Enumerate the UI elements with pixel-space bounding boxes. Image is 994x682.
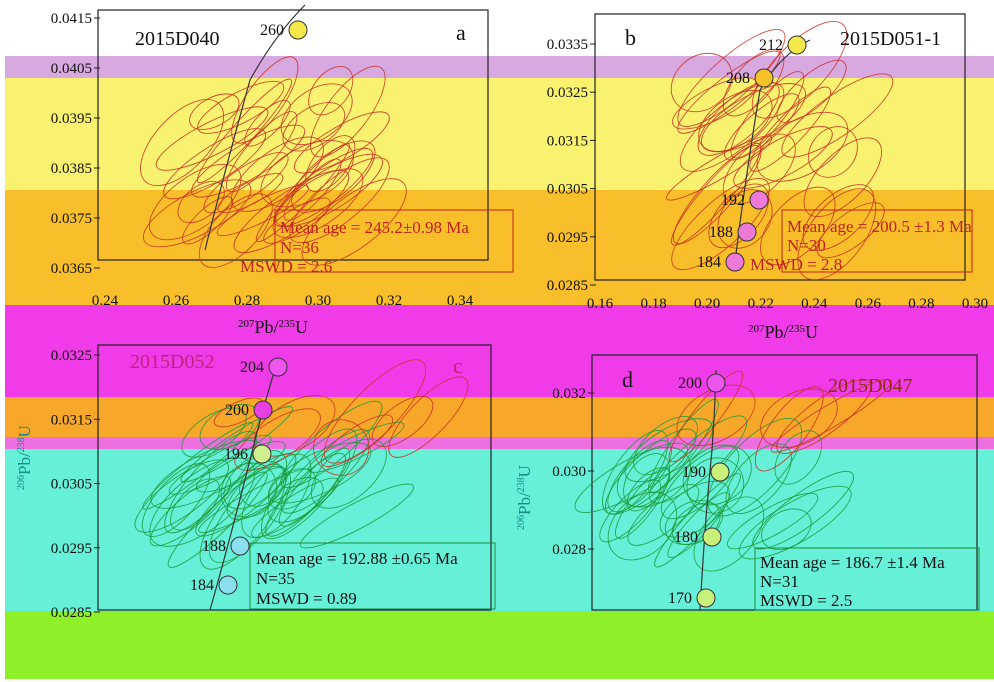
y-tick-b-1: 0.0325 [547, 85, 588, 101]
panel-letter-a: a [456, 20, 466, 45]
y-tick-c-4: 0.0285 [51, 605, 92, 621]
concordia-age-label-d-190: 190 [682, 464, 706, 481]
y-tick-c-3: 0.0295 [51, 541, 92, 557]
mean-age-a: Mean age = 245.2±0.98 Ma [280, 218, 469, 237]
concordia-point-c-196 [253, 445, 271, 463]
concordia-age-label-a-260: 260 [260, 22, 284, 39]
sample-name-a: 2015D040 [135, 28, 219, 50]
mswd-b: MSWD = 2.8 [750, 255, 842, 274]
x-tick-b-4: 0.24 [801, 296, 828, 312]
concordia-point-b-184 [726, 253, 744, 271]
y-tick-a-3: 0.0385 [51, 161, 92, 177]
concordia-age-label-b-208: 208 [726, 70, 750, 87]
x-tick-b-2: 0.20 [694, 296, 720, 312]
y-tick-a-1: 0.0405 [51, 61, 92, 77]
concordia-point-b-188 [738, 223, 756, 241]
n-c: N=35 [256, 569, 295, 588]
band-pink [5, 437, 994, 449]
concordia-age-label-d-200: 200 [678, 375, 702, 392]
concordia-point-d-200 [707, 374, 725, 392]
concordia-age-label-d-170: 170 [668, 590, 692, 607]
band-lime [5, 611, 994, 679]
concordia-age-label-c-188: 188 [202, 538, 226, 555]
band-orange-top [5, 190, 994, 305]
sample-name-c: 2015D052 [130, 351, 214, 373]
y-tick-a-2: 0.0395 [51, 111, 92, 127]
concordia-point-b-192 [750, 191, 768, 209]
y-tick-a-0: 0.0415 [51, 11, 92, 27]
concordia-point-c-200 [254, 401, 272, 419]
x-tick-a-3: 0.30 [305, 293, 331, 309]
concordia-age-label-c-196: 196 [224, 446, 248, 463]
y-tick-a-5: 0.0365 [51, 261, 92, 277]
x-tick-b-5: 0.26 [855, 296, 882, 312]
concordia-age-label-b-184: 184 [697, 254, 721, 271]
concordia-point-a-260 [289, 21, 307, 39]
panel-letter-d: d [622, 367, 633, 392]
concordia-point-b-212 [788, 36, 806, 54]
y-tick-b-3: 0.0305 [547, 182, 588, 198]
x-tick-b-6: 0.28 [908, 296, 934, 312]
x-tick-b-1: 0.18 [640, 296, 666, 312]
y-tick-b-4: 0.0295 [547, 230, 588, 246]
band-orange-mid [5, 397, 994, 437]
concordia-point-d-170 [697, 589, 715, 607]
y-tick-c-2: 0.0305 [51, 477, 92, 493]
mswd-a: MSWD = 2.6 [240, 257, 332, 276]
y-tick-b-2: 0.0315 [547, 133, 588, 149]
concordia-point-d-180 [703, 528, 721, 546]
band-lavender [5, 56, 994, 78]
panel-letter-b: b [625, 25, 636, 50]
concordia-age-label-b-188: 188 [709, 224, 733, 241]
sample-name-d: 2015D047 [828, 375, 912, 397]
y-tick-b-5: 0.0285 [547, 278, 588, 294]
n-b: N=30 [787, 236, 826, 255]
concordia-age-label-c-184: 184 [190, 577, 214, 594]
x-tick-a-5: 0.34 [447, 293, 474, 309]
mswd-c: MSWD = 0.89 [256, 589, 357, 608]
concordia-age-label-b-192: 192 [721, 192, 745, 209]
x-tick-b-7: 0.30 [962, 296, 988, 312]
mean-age-c: Mean age = 192.88 ±0.65 Ma [256, 549, 458, 568]
concordia-age-label-d-180: 180 [674, 529, 698, 546]
y-tick-d-0: 0.032 [552, 386, 586, 402]
panel-letter-c: c [453, 353, 463, 378]
n-d: N=31 [760, 572, 799, 591]
mean-age-b: Mean age = 200.5 ±1.3 Ma [787, 217, 972, 236]
concordia-age-label-c-200: 200 [225, 402, 249, 419]
x-tick-b-0: 0.16 [587, 296, 614, 312]
concordia-point-c-184 [219, 576, 237, 594]
concordia-point-c-204 [269, 358, 287, 376]
n-a: N=36 [280, 238, 319, 257]
concordia-age-label-b-212: 212 [759, 37, 783, 54]
y-tick-c-1: 0.0315 [51, 412, 92, 428]
concordia-point-c-188 [231, 537, 249, 555]
x-tick-a-2: 0.28 [234, 293, 260, 309]
mswd-d: MSWD = 2.5 [760, 591, 852, 610]
x-tick-a-0: 0.24 [92, 293, 119, 309]
y-tick-c-0: 0.0325 [51, 348, 92, 364]
concordia-age-label-c-204: 204 [240, 359, 264, 376]
y-tick-d-1: 0.030 [552, 464, 586, 480]
concordia-point-d-190 [711, 463, 729, 481]
y-tick-a-4: 0.0375 [51, 211, 92, 227]
y-tick-b-0: 0.0335 [547, 37, 588, 53]
x-tick-a-1: 0.26 [163, 293, 190, 309]
sample-name-b: 2015D051-1 [840, 28, 941, 50]
y-tick-d-2: 0.028 [552, 542, 586, 558]
mean-age-d: Mean age = 186.7 ±1.4 Ma [760, 553, 945, 572]
concordia-point-b-208 [755, 69, 773, 87]
x-tick-b-3: 0.22 [748, 296, 774, 312]
x-tick-a-4: 0.32 [376, 293, 402, 309]
